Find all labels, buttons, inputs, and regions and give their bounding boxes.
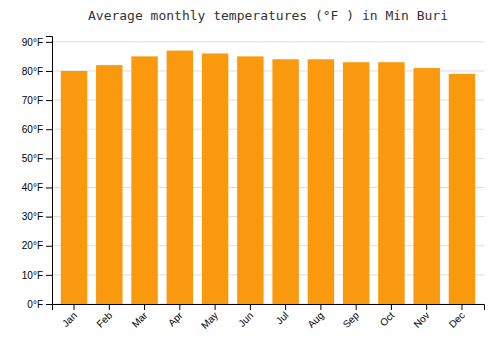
x-axis: Jan Feb Mar Apr May Jun Jul Aug Sep Oct Nov Dec [53,304,485,331]
tick-label: 30°F [22,211,43,222]
tick-label: Oct [378,310,397,329]
tick-label: 10°F [22,270,43,281]
bar [202,53,228,304]
tick: Mar [130,304,150,330]
tick: Apr [166,304,185,328]
tick-mark [144,304,145,310]
tick-mark [46,100,52,101]
bar [167,51,193,304]
tick: 90°F [22,37,52,48]
tick: Nov [411,304,431,330]
y-axis: 0°F 10°F 20°F 30°F 40°F 50°F 60°F 70°F 80°F 90°F [22,37,53,310]
tick-mark [46,42,52,43]
tick-mark [46,187,52,188]
chart: Average monthly temperatures (°F ) in Mi… [0,0,500,350]
tick-label: Apr [166,309,185,328]
tick: 30°F [22,211,52,222]
bar [272,59,298,304]
bar [449,74,475,304]
grid-line [52,41,484,42]
tick-mark [356,304,357,310]
tick: Aug [305,304,325,330]
tick-mark [250,304,251,310]
grid [52,42,484,304]
tick: 60°F [22,124,52,135]
tick-label: Mar [130,309,150,329]
tick: 10°F [22,270,52,281]
tick-label: Aug [305,310,325,330]
tick-label: Nov [411,310,431,330]
tick-mark [179,304,180,310]
tick-label: Sep [341,309,362,330]
tick-label: Jun [236,310,255,329]
tick-label: 40°F [22,182,43,193]
axis-line [46,37,53,305]
tick-label: Dec [447,310,467,330]
tick-label: 80°F [22,66,43,77]
tick-label: 0°F [27,299,43,310]
bar [413,68,439,304]
axis-line [53,305,485,311]
tick-mark [391,304,392,310]
tick-label: 60°F [22,124,43,135]
tick: Jan [60,304,79,329]
title: Average monthly temperatures (°F ) in Mi… [88,8,448,23]
tick: 70°F [22,95,52,106]
tick: 80°F [22,66,52,77]
bars [61,51,475,304]
tick-label: 70°F [22,95,43,106]
tick: 40°F [22,182,52,193]
bar [343,62,369,304]
bar [237,56,263,304]
tick-label: Jan [60,310,79,329]
tick: Sep [341,304,362,330]
tick: May [199,304,220,331]
tick-label: 50°F [22,153,43,164]
tick-mark [46,158,52,159]
tick-label: 90°F [22,37,43,48]
tick-mark [285,304,286,310]
tick: Jun [236,304,255,329]
tick: Jul [274,304,291,326]
tick: 20°F [22,240,52,251]
tick-mark [46,217,52,218]
bar [131,56,157,304]
tick-mark [46,246,52,247]
tick-label: May [199,310,220,331]
bar [61,71,87,304]
tick-mark [74,304,75,310]
tick: 50°F [22,153,52,164]
tick: Feb [94,304,114,330]
tick-mark [46,71,52,72]
tick: Oct [378,304,397,328]
tick-mark [46,275,52,276]
bar [96,65,122,304]
tick: 0°F [27,299,52,310]
tick-label: 20°F [22,240,43,251]
tick-mark [426,304,427,310]
tick-mark [109,304,110,310]
tick-label: Jul [274,310,291,327]
tick-mark [215,304,216,310]
tick-label: Feb [94,309,114,329]
plot: 0°F 10°F 20°F 30°F 40°F 50°F 60°F 70°F 80°F 90°F J… [22,37,485,331]
tick-mark [461,304,462,310]
tick-mark [46,304,52,305]
bar [378,62,404,304]
tick: Dec [447,304,467,330]
tick-mark [320,304,321,310]
tick-mark [46,129,52,130]
bar [308,59,334,304]
